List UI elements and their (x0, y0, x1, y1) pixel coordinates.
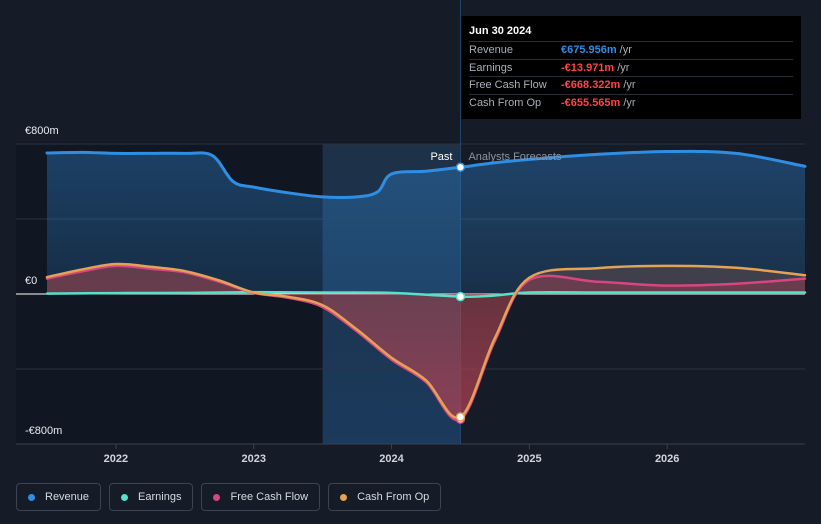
tooltip-label: Revenue (469, 44, 514, 56)
revenue-line (45, 149, 807, 199)
tooltip-value: -€668.322m (561, 79, 621, 91)
tooltip-row-fcf: Free Cash Flow -€668.322m /yr (469, 76, 793, 94)
legend-item-earnings[interactable]: Earnings (109, 483, 194, 511)
tooltip-value: -€655.565m (561, 96, 621, 109)
legend-dot-icon (340, 493, 348, 501)
tooltip-unit: /yr (623, 79, 636, 91)
cash-from-op-marker (455, 412, 466, 422)
x-tick-label: 2022 (104, 453, 128, 465)
y-tick-label: €0 (25, 275, 37, 287)
x-tick-label: 2025 (517, 453, 541, 465)
legend-label: Revenue (45, 491, 90, 503)
revenue-marker (455, 162, 466, 172)
past-label: Past (430, 151, 452, 163)
tooltip-label: Free Cash Flow (469, 79, 547, 91)
legend-dot-icon (28, 493, 35, 501)
revenue-area (47, 151, 805, 294)
legend-label: Free Cash Flow (230, 491, 309, 503)
x-tick-label: 2023 (241, 453, 265, 465)
legend-item-revenue[interactable]: Revenue (16, 483, 102, 511)
legend: Revenue Earnings Free Cash Flow Cash Fro… (16, 483, 442, 511)
free-cash-flow-line (45, 264, 807, 422)
x-tick-label: 2024 (379, 453, 404, 465)
tooltip-unit: /yr (623, 96, 636, 109)
x-tick-label: 2026 (655, 453, 679, 465)
legend-item-free-cash-flow[interactable]: Free Cash Flow (201, 483, 321, 511)
tooltip-unit: /yr (619, 44, 632, 56)
analysts-forecasts-label: Analysts Forecasts (468, 151, 561, 163)
legend-label: Cash From Op (357, 491, 430, 503)
tooltip-value: -€13.971m (561, 61, 615, 74)
tooltip-date: Jun 30 2024 (469, 25, 532, 37)
legend-label: Earnings (138, 491, 182, 503)
y-tick-label: -€800m (25, 425, 62, 437)
free-cash-flow-area (47, 265, 805, 421)
cash-from-op-line (45, 262, 807, 420)
legend-dot-icon (121, 493, 129, 501)
tooltip-row-earnings: Earnings -€13.971m /yr (469, 58, 793, 77)
tooltip-unit: /yr (617, 61, 630, 74)
tooltip-label: Earnings (469, 61, 513, 74)
tooltip-label: Cash From Op (469, 96, 542, 109)
tooltip-row-revenue: Revenue €675.956m /yr (469, 41, 793, 59)
y-tick-label: €800m (25, 125, 59, 137)
legend-item-cash-from-op[interactable]: Cash From Op (328, 483, 442, 511)
tooltip: Jun 30 2024 Revenue €675.956m /yr Earnin… (461, 16, 801, 119)
tooltip-value: €675.956m (561, 44, 617, 56)
legend-dot-icon (213, 493, 221, 501)
earnings-marker (455, 291, 466, 302)
tooltip-row-cfo: Cash From Op -€655.565m /yr (469, 93, 793, 112)
